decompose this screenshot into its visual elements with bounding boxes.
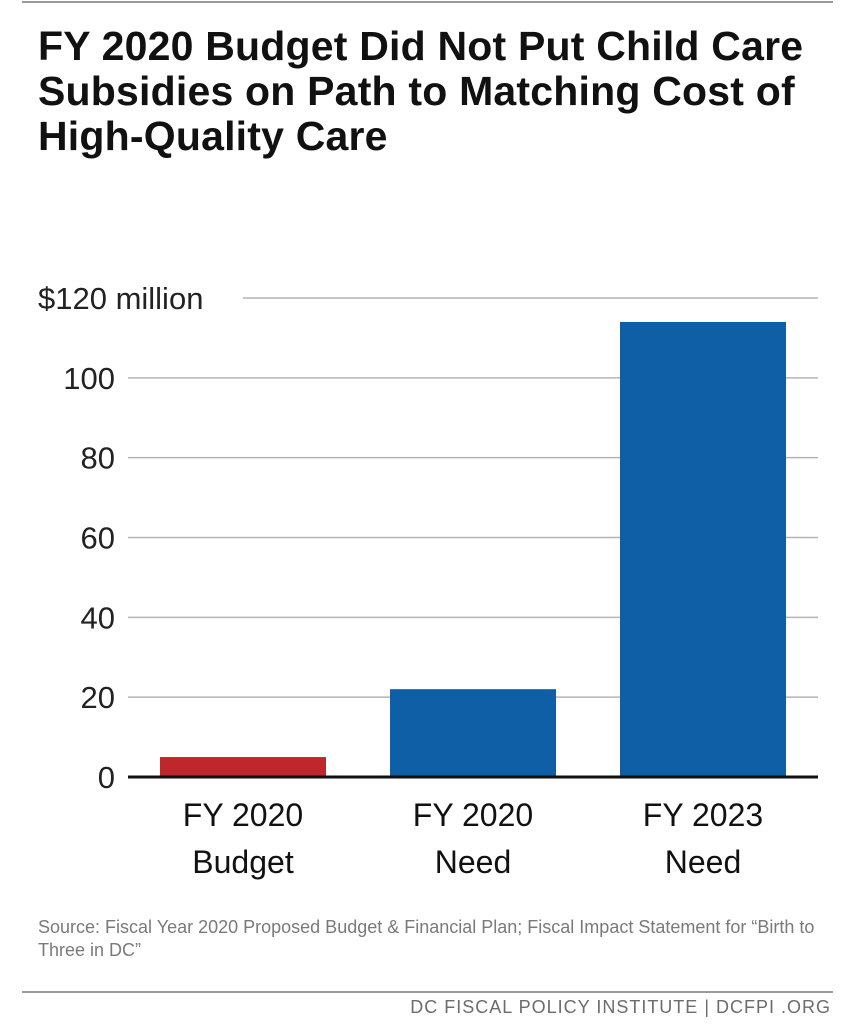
bottom-divider xyxy=(22,991,833,993)
x-tick-label: Budget xyxy=(192,844,294,880)
source-note: Source: Fiscal Year 2020 Proposed Budget… xyxy=(38,917,815,960)
y-tick-label: 60 xyxy=(81,521,115,556)
y-tick-label: 0 xyxy=(98,760,115,795)
x-tick-label: FY 2020 xyxy=(183,797,303,833)
chart-title: FY 2020 Budget Did Not Put Child Care Su… xyxy=(38,23,804,159)
x-axis-category-labels: FY 2020 Budget FY 2020 Need FY 2023 Need xyxy=(183,797,763,880)
x-tick-label: Need xyxy=(435,844,512,880)
y-tick-label: 80 xyxy=(81,441,115,476)
x-tick-label: FY 2023 xyxy=(643,797,763,833)
y-tick-label: $120 million xyxy=(38,281,203,316)
bar xyxy=(390,689,556,777)
top-divider xyxy=(22,1,833,3)
y-tick-label: 20 xyxy=(81,680,115,715)
y-axis-tick-labels: 0 20 40 60 80 100 $120 million xyxy=(38,281,203,795)
bar xyxy=(160,757,326,777)
x-tick-label: Need xyxy=(665,844,742,880)
y-tick-label: 100 xyxy=(63,361,115,396)
footer-credit: DC FISCAL POLICY INSTITUTE | DCFPI .ORG xyxy=(410,997,831,1017)
x-tick-label: FY 2020 xyxy=(413,797,533,833)
bars xyxy=(160,321,786,777)
y-tick-label: 40 xyxy=(81,600,115,635)
bar xyxy=(620,321,786,777)
